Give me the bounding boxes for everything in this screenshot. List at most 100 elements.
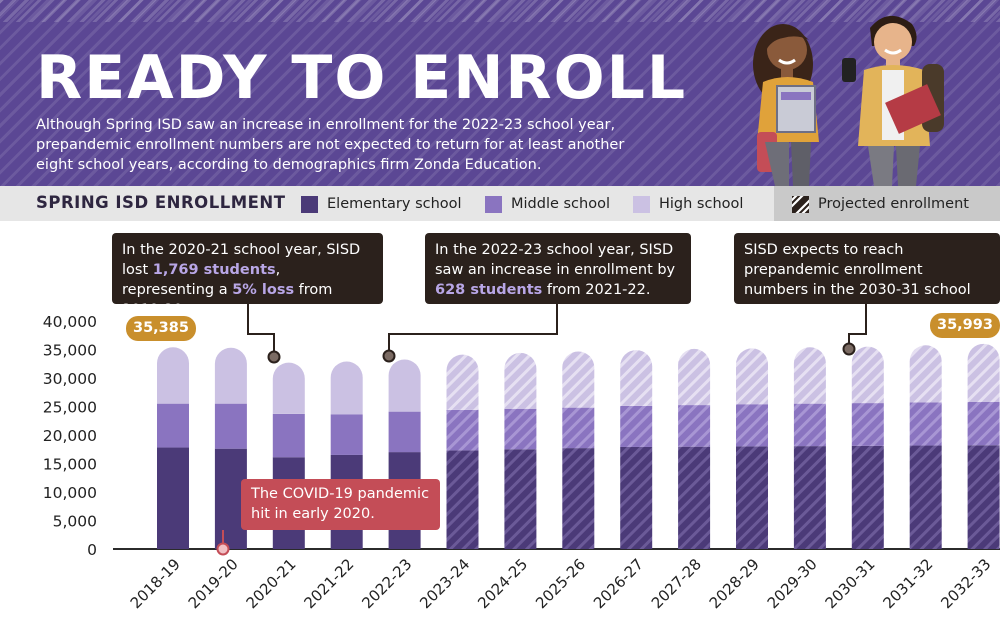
legend-swatch-elementary [301, 195, 318, 213]
bar-segment-middle [446, 409, 479, 451]
page-title: READY TO ENROLL [36, 43, 688, 113]
header-stripe [0, 0, 1000, 22]
bar-segment-middle [562, 407, 595, 449]
callout-2022-23-text-a: In the 2022-23 school year, SISD saw an … [435, 242, 676, 278]
bar-segment-middle [330, 414, 363, 455]
y-tick-label: 25,000 [43, 399, 97, 417]
bar-segment-high [909, 345, 942, 403]
leader-2020-21 [247, 304, 275, 356]
callout-2020-21-highlight-students: 1,769 students [152, 262, 276, 278]
callout-2022-23: In the 2022-23 school year, SISD saw an … [425, 233, 691, 304]
bar-segment-elementary [620, 446, 653, 549]
x-tick-label: 2021-22 [300, 555, 357, 612]
bar-segment-elementary [446, 450, 479, 549]
bar-segment-elementary [967, 445, 1000, 549]
x-tick-label: 2030-31 [822, 555, 879, 612]
student-girl-illustration [753, 24, 819, 186]
callout-2030-31: SISD expects to reach prepandemic enroll… [734, 233, 1000, 318]
x-tick-label: 2024-25 [474, 555, 531, 612]
bar-segment-elementary [909, 445, 942, 549]
legend-item-high: High school [633, 194, 743, 214]
y-tick-label: 15,000 [43, 456, 97, 474]
legend-bar: SPRING ISD ENROLLMENT Elementary school … [0, 186, 1000, 221]
bar-stack-2026-27 [620, 350, 653, 549]
y-tick-label: 20,000 [43, 427, 97, 445]
x-tick-label: 2022-23 [358, 555, 415, 612]
bar-segment-high [620, 350, 653, 406]
callout-2030-31-text: SISD expects to reach prepandemic enroll… [744, 242, 971, 318]
student-boy-illustration [842, 15, 944, 186]
bar-segment-high [446, 354, 479, 410]
y-tick-label: 5,000 [53, 513, 97, 531]
leader-2030-31 [848, 304, 867, 347]
bar-segment-high [562, 351, 595, 408]
leader-2020-21-dot [267, 350, 281, 364]
bar-stack-2032-33 [967, 343, 1000, 549]
callout-2020-21-highlight-loss: 5% loss [232, 282, 295, 298]
bar-segment-elementary [678, 446, 711, 549]
bar-segment-middle [909, 402, 942, 446]
y-tick-label: 10,000 [43, 484, 97, 502]
legend-label-middle: Middle school [511, 196, 610, 212]
bar-stack-2027-28 [678, 348, 711, 549]
legend-item-middle: Middle school [485, 194, 610, 214]
bar-stack-2025-26 [562, 351, 595, 549]
callout-2020-21: In the 2020-21 school year, SISD lost 1,… [112, 233, 383, 318]
x-tick-label: 2018-19 [127, 555, 184, 612]
bar-stack-2020-21 [272, 362, 305, 549]
bar-segment-elementary [851, 445, 884, 549]
x-tick-label: 2028-29 [706, 555, 763, 612]
bar-segment-high [967, 343, 1000, 402]
covid-callout: The COVID-19 pandemic hit in early 2020. [241, 479, 440, 530]
x-tick-label: 2020-21 [243, 555, 300, 612]
legend-title: SPRING ISD ENROLLMENT [36, 193, 286, 212]
total-badge-2018-19: 35,385 [126, 316, 196, 341]
bar-segment-high [330, 361, 363, 415]
bar-stack-2028-29 [736, 348, 768, 549]
bar-segment-elementary [562, 448, 595, 549]
callout-2020-21-text-b: , representing a [122, 262, 281, 298]
x-tick-label: 2026-27 [590, 555, 647, 612]
leader-covid-dot [216, 542, 230, 556]
bars [157, 343, 1000, 549]
bar-segment-elementary [504, 449, 537, 549]
bar-segment-elementary [736, 446, 768, 549]
y-tick-label: 35,000 [43, 342, 97, 360]
callout-2020-21-text-a: In the 2020-21 school year, SISD lost [122, 242, 361, 278]
leader-2022-23 [388, 304, 558, 355]
bar-stack-2024-25 [504, 352, 537, 549]
y-tick-label: 0 [87, 541, 97, 559]
callout-2022-23-highlight: 628 students [435, 282, 543, 298]
legend-label-projected: Projected enrollment [818, 196, 969, 212]
bar-segment-middle [967, 401, 1000, 446]
intro-text: Although Spring ISD saw an increase in e… [36, 117, 625, 173]
legend-swatch-projected [792, 195, 809, 213]
legend-swatch-high [633, 195, 650, 213]
bar-segment-middle [504, 408, 537, 450]
bar-segment-middle [272, 413, 305, 458]
callout-leaders [216, 304, 867, 556]
legend-item-projected: Projected enrollment [774, 186, 1000, 221]
bar-stack-2018-19 [157, 347, 189, 549]
bar-segment-elementary [793, 446, 826, 549]
bar-stack-2030-31 [851, 346, 884, 549]
x-tick-label: 2025-26 [532, 555, 589, 612]
bar-stack-2023-24 [446, 354, 479, 549]
x-tick-label: 2031-32 [879, 555, 936, 612]
leader-2022-23-dot [382, 349, 396, 363]
bar-segment-high [851, 346, 884, 404]
bar-segment-high [678, 348, 711, 406]
x-axis: 2018-19 2019-20 2020-21 2021-22 2022-23 2023-… [127, 555, 995, 612]
callout-2020-21-text-c: from 2019-20. [122, 282, 333, 318]
bar-stack-2029-30 [793, 347, 826, 549]
x-tick-label: 2023-24 [416, 555, 473, 612]
x-tick-label: 2027-28 [648, 555, 705, 612]
bar-stack-2031-32 [909, 345, 942, 549]
x-tick-label: 2032-33 [937, 555, 994, 612]
x-tick-label: 2029-30 [764, 555, 821, 612]
bar-segment-high [504, 352, 537, 409]
total-badge-2032-33: 35,993 [930, 313, 1000, 338]
bar-segment-high [214, 347, 247, 404]
y-tick-label: 30,000 [43, 370, 97, 388]
callout-2022-23-text-b: from 2021-22. [542, 282, 651, 298]
